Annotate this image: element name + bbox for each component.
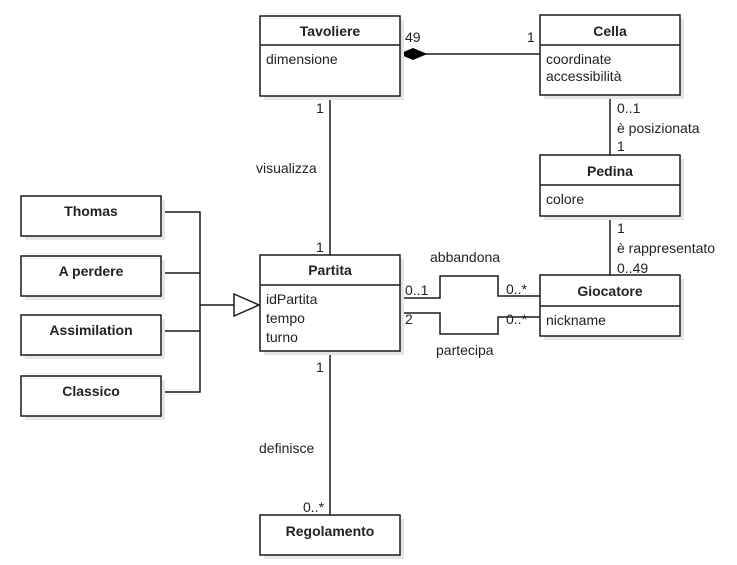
class-cella-attr: accessibilità: [546, 68, 622, 84]
class-regolamento: Regolamento: [259, 514, 404, 559]
association-label: definisce: [259, 440, 314, 456]
class-giocatore: Giocatore nickname: [539, 274, 684, 340]
association-label: partecipa: [436, 342, 494, 358]
class-partita-title: Partita: [308, 262, 352, 278]
multiplicity-label: 1: [617, 220, 625, 236]
class-giocatore-title: Giocatore: [577, 283, 643, 299]
multiplicity-label: 0..*: [506, 281, 528, 297]
generalization-classico: [160, 305, 201, 393]
class-classico: Classico: [20, 375, 165, 420]
multiplicity-label: 1: [316, 100, 324, 116]
multiplicity-label: 0..1: [405, 282, 429, 298]
composition-diamond: [398, 47, 428, 61]
multiplicity-label: 0..1: [617, 100, 641, 116]
association-label: è posizionata: [617, 120, 700, 136]
multiplicity-label: 1: [527, 29, 535, 45]
multiplicity-label: 1: [617, 138, 625, 154]
association-label: abbandona: [430, 249, 500, 265]
association-label: è rappresentato: [617, 240, 715, 256]
class-pedina: Pedina colore: [539, 154, 684, 220]
class-tavoliere-title: Tavoliere: [300, 23, 361, 39]
class-partita-attr: tempo: [266, 310, 305, 326]
class-partita-attr: idPartita: [266, 291, 318, 307]
class-a-perdere: A perdere: [20, 255, 165, 300]
class-pedina-title: Pedina: [587, 163, 633, 179]
class-a-perdere-title: A perdere: [59, 263, 124, 279]
class-regolamento-title: Regolamento: [286, 523, 375, 539]
class-cella-attr: coordinate: [546, 51, 612, 67]
multiplicity-label: 0..49: [617, 260, 648, 276]
association-partecipa: [400, 312, 540, 335]
multiplicity-label: 1: [316, 359, 324, 375]
association-abbandona: [400, 275, 540, 299]
class-assimilation: Assimilation: [20, 314, 165, 359]
class-cella-title: Cella: [593, 23, 627, 39]
class-tavoliere: Tavoliere dimensione: [259, 15, 404, 100]
association-label: visualizza: [256, 160, 317, 176]
class-giocatore-attr: nickname: [546, 312, 606, 328]
generalization-thomas: [160, 211, 201, 305]
class-pedina-attr: colore: [546, 191, 584, 207]
multiplicity-label: 0..*: [303, 499, 325, 515]
class-tavoliere-attr: dimensione: [266, 51, 338, 67]
generalization-arrowhead: [233, 292, 261, 318]
class-thomas-title: Thomas: [64, 203, 118, 219]
multiplicity-label: 2: [405, 311, 413, 327]
class-assimilation-title: Assimilation: [49, 322, 132, 338]
multiplicity-label: 0..*: [506, 311, 528, 327]
class-cella: Cella coordinate accessibilità: [539, 14, 684, 99]
labels: 49 1 1 visualizza 1 0..1 è posizionata 1…: [256, 29, 715, 515]
class-classico-title: Classico: [62, 383, 120, 399]
multiplicity-label: 49: [405, 29, 421, 45]
class-thomas: Thomas: [20, 195, 165, 240]
class-partita-attr: turno: [266, 329, 298, 345]
edges: [160, 47, 611, 515]
multiplicity-label: 1: [316, 239, 324, 255]
class-partita: Partita idPartita tempo turno: [259, 254, 404, 355]
